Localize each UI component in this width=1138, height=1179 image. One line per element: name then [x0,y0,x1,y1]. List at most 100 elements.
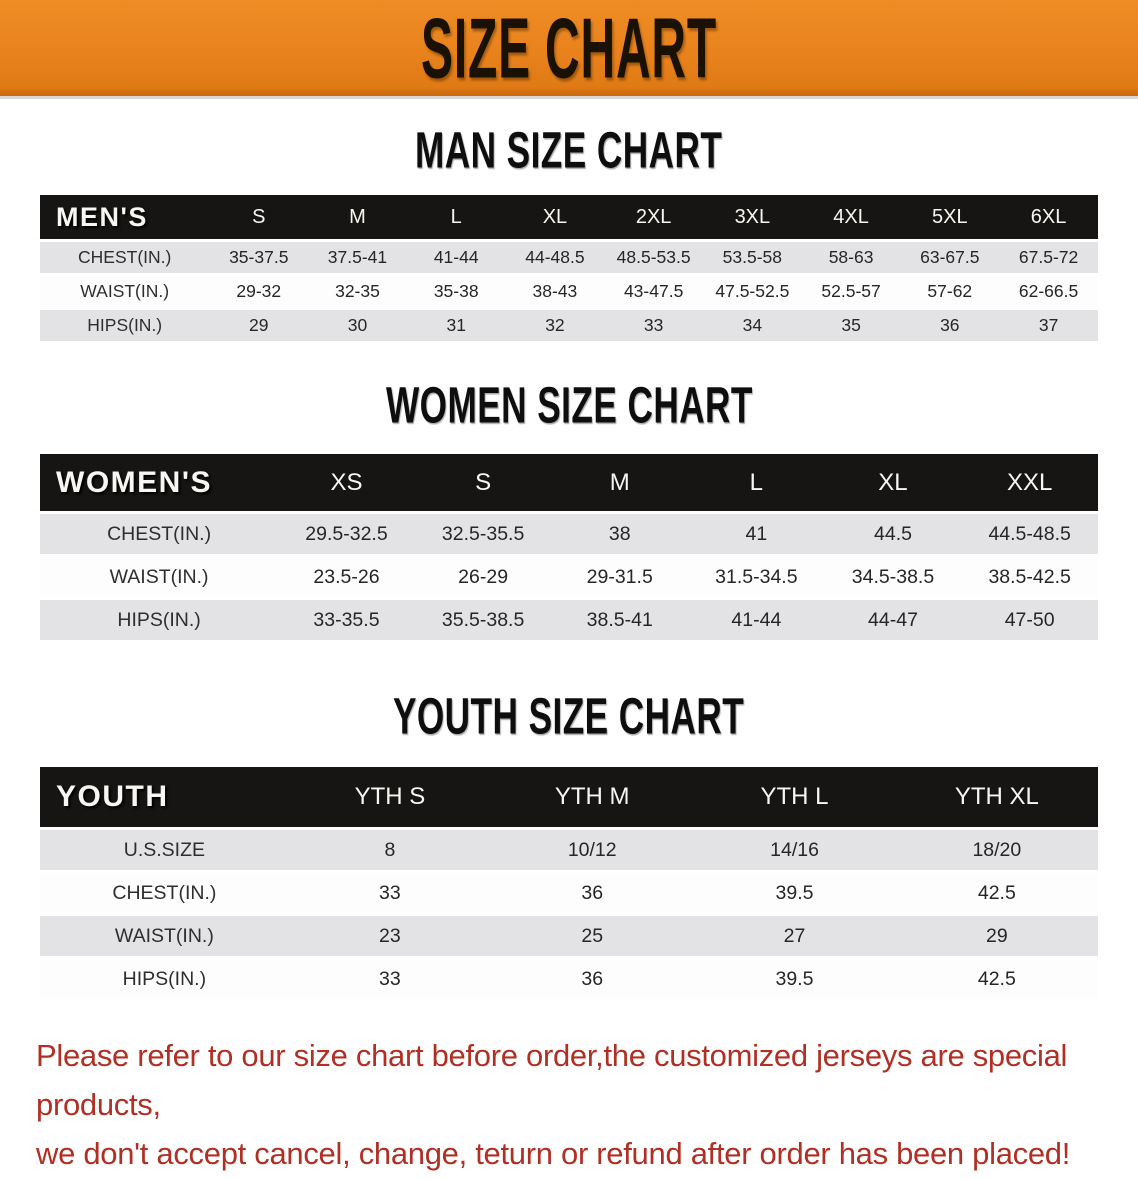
measurement-value: 33 [288,873,492,913]
measurement-value: 25 [491,916,694,956]
men-size-header-0: S [209,195,309,239]
measurement-value: 35-38 [406,276,506,307]
measurement-value: 30 [308,310,407,341]
order-policy-line-2: we don't accept cancel, change, teturn o… [36,1135,1071,1171]
measurement-value: 39.5 [693,959,896,999]
order-policy-line-1: Please refer to our size chart before or… [36,1038,1068,1122]
measurement-label: CHEST(IN.) [40,873,289,913]
youth-size-header-0: YTH S [288,767,492,827]
measurement-value: 33 [604,310,703,341]
men-row-chest-in.-: CHEST(IN.) 35-37.5 37.5-41 41-44 44-48.5 48.5… [40,242,1098,273]
men-size-header-3: XL [505,195,605,239]
measurement-value: 31.5-34.5 [688,557,825,597]
men-size-header-1: M [308,195,407,239]
men-header-row: MEN'S S M L XL 2XL 3XL 4XL 5XL 6XL [40,195,1098,239]
measurement-value: 53.5-58 [703,242,802,273]
youth-section-title-text: YOUTH SIZE CHART [393,688,745,746]
measurement-value: 41-44 [688,600,825,640]
measurement-value: 36 [491,873,694,913]
measurement-value: 33 [288,959,492,999]
youth-row-chest-in.-: CHEST(IN.) 33 36 39.5 42.5 [40,873,1098,913]
measurement-label: WAIST(IN.) [40,557,279,597]
measurement-value: 35 [801,310,901,341]
men-section-title: MAN SIZE CHART [0,123,1138,179]
measurement-value: 10/12 [491,830,694,870]
men-size-header-4: 2XL [604,195,703,239]
youth-row-hips-in.-: HIPS(IN.) 33 36 39.5 42.5 [40,959,1098,999]
youth-row-waist-in.-: WAIST(IN.) 23 25 27 29 [40,916,1098,956]
men-size-header-8: 6XL [999,195,1098,239]
measurement-label: U.S.SIZE [40,830,289,870]
youth-row-u.s.size: U.S.SIZE 8 10/12 14/16 18/20 [40,830,1098,870]
measurement-value: 44.5-48.5 [961,514,1098,554]
measurement-value: 47-50 [961,600,1098,640]
women-group-label: WOMEN'S [40,454,279,511]
men-size-header-2: L [406,195,506,239]
measurement-value: 43-47.5 [604,276,703,307]
youth-header-row: YOUTH YTH S YTH M YTH L YTH XL [40,767,1098,827]
measurement-label: CHEST(IN.) [40,514,279,554]
order-policy-note: Please refer to our size chart before or… [36,1032,1104,1179]
measurement-value: 29-31.5 [551,557,689,597]
measurement-value: 41-44 [406,242,506,273]
women-size-header-3: L [688,454,825,511]
measurement-value: 14/16 [693,830,896,870]
youth-size-header-1: YTH M [491,767,694,827]
measurement-label: HIPS(IN.) [40,600,279,640]
women-size-header-2: M [551,454,689,511]
men-size-header-6: 4XL [801,195,901,239]
measurement-value: 37 [999,310,1098,341]
measurement-value: 38 [551,514,689,554]
measurement-value: 29.5-32.5 [278,514,415,554]
measurement-label: HIPS(IN.) [40,310,210,341]
measurement-value: 32-35 [308,276,407,307]
measurement-value: 27 [693,916,896,956]
men-group-label: MEN'S [40,195,210,239]
men-row-waist-in.-: WAIST(IN.) 29-32 32-35 35-38 38-43 43-47.5 47.… [40,276,1098,307]
women-size-header-4: XL [824,454,962,511]
measurement-value: 36 [900,310,1000,341]
youth-group-label: YOUTH [40,767,289,827]
measurement-value: 32.5-35.5 [414,514,552,554]
measurement-value: 39.5 [693,873,896,913]
measurement-value: 33-35.5 [278,600,415,640]
measurement-value: 67.5-72 [999,242,1098,273]
measurement-value: 57-62 [900,276,1000,307]
measurement-value: 23 [288,916,492,956]
youth-section-title: YOUTH SIZE CHART [0,689,1138,745]
men-section-title-text: MAN SIZE CHART [415,122,723,180]
measurement-value: 48.5-53.5 [604,242,703,273]
measurement-value: 29 [895,916,1098,956]
measurement-value: 29 [209,310,309,341]
measurement-value: 38.5-41 [551,600,689,640]
measurement-value: 31 [406,310,506,341]
measurement-value: 58-63 [801,242,901,273]
measurement-value: 35.5-38.5 [414,600,552,640]
men-size-header-5: 3XL [703,195,802,239]
measurement-value: 29-32 [209,276,309,307]
women-header-row: WOMEN'S XS S M L XL XXL [40,454,1098,511]
measurement-value: 23.5-26 [278,557,415,597]
women-section-title-text: WOMEN SIZE CHART [385,377,753,435]
size-chart-banner: SIZE CHART [0,0,1138,99]
measurement-value: 36 [491,959,694,999]
measurement-value: 42.5 [895,959,1098,999]
measurement-value: 62-66.5 [999,276,1098,307]
men-size-table: MEN'S S M L XL 2XL 3XL 4XL 5XL 6XL CHEST(IN.) 35-3… [40,192,1098,344]
measurement-value: 18/20 [895,830,1098,870]
women-section-title: WOMEN SIZE CHART [0,378,1138,434]
measurement-label: WAIST(IN.) [40,916,289,956]
measurement-value: 34.5-38.5 [824,557,962,597]
measurement-value: 38.5-42.5 [961,557,1098,597]
men-size-header-7: 5XL [900,195,1000,239]
measurement-value: 32 [505,310,605,341]
youth-size-header-3: YTH XL [895,767,1098,827]
measurement-value: 47.5-52.5 [703,276,802,307]
women-size-header-5: XXL [961,454,1098,511]
measurement-value: 35-37.5 [209,242,309,273]
measurement-label: CHEST(IN.) [40,242,210,273]
measurement-value: 42.5 [895,873,1098,913]
measurement-value: 52.5-57 [801,276,901,307]
youth-size-table: YOUTH YTH S YTH M YTH L YTH XL U.S.SIZE 8 10/1… [40,764,1098,1002]
measurement-value: 41 [688,514,825,554]
